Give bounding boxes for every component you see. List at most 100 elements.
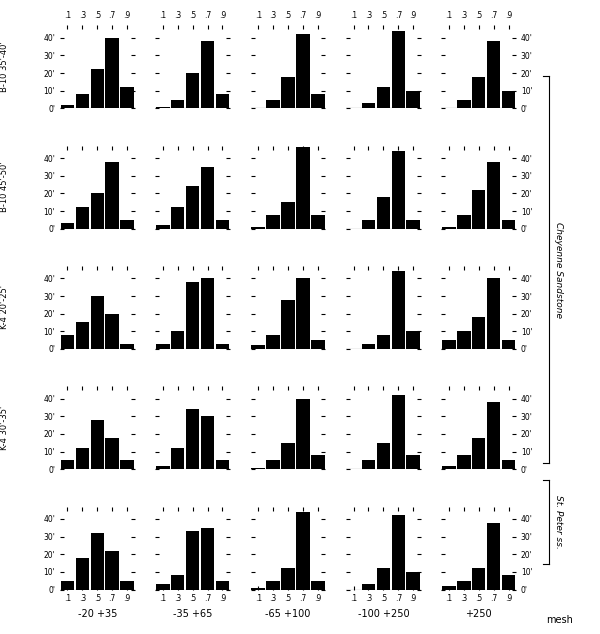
Bar [61,105,74,108]
Bar [171,207,184,229]
Y-axis label: K-4 20'-25': K-4 20'-25' [0,285,9,330]
Bar [311,581,325,590]
Bar [296,148,310,229]
Bar [121,581,134,590]
Bar [502,340,515,349]
Bar [377,335,390,349]
Bar [156,466,170,469]
Bar [392,271,405,349]
Bar [392,30,405,108]
Bar [392,395,405,469]
Bar [251,227,265,229]
Bar [201,278,214,349]
Bar [362,460,375,469]
Bar [91,296,104,349]
X-axis label: -65 +100: -65 +100 [265,609,311,619]
Bar [377,443,390,469]
Bar [121,87,134,108]
Bar [502,576,515,590]
Bar [91,193,104,229]
Bar [106,37,119,108]
Bar [311,94,325,108]
Bar [266,460,280,469]
Bar [186,282,199,349]
Bar [377,197,390,229]
Bar [76,207,89,229]
Bar [377,569,390,590]
Bar [442,340,455,349]
Text: mesh: mesh [546,615,573,625]
Bar [106,437,119,469]
Bar [296,399,310,469]
X-axis label: +250: +250 [466,609,492,619]
Bar [186,186,199,229]
Bar [61,223,74,229]
Bar [171,100,184,108]
Y-axis label: B-10 45'-50': B-10 45'-50' [0,162,9,212]
Bar [281,443,295,469]
Bar [442,586,455,590]
Text: St. Peter ss.: St. Peter ss. [554,495,563,549]
Bar [472,190,485,229]
Bar [457,581,470,590]
Bar [106,314,119,349]
Bar [156,344,170,349]
Bar [311,340,325,349]
Bar [311,214,325,229]
Bar [186,531,199,590]
Bar [91,70,104,108]
X-axis label: -20 +35: -20 +35 [77,609,117,619]
Bar [201,167,214,229]
Bar [216,581,229,590]
Bar [472,77,485,108]
X-axis label: -100 +250: -100 +250 [358,609,409,619]
Bar [472,437,485,469]
Bar [406,332,420,349]
Bar [311,455,325,469]
Bar [121,220,134,229]
Bar [362,220,375,229]
Bar [472,317,485,349]
Bar [171,448,184,469]
Bar [171,576,184,590]
Bar [106,162,119,229]
Bar [106,551,119,590]
Bar [216,94,229,108]
Bar [186,73,199,108]
Bar [61,335,74,349]
Bar [91,420,104,469]
Bar [392,151,405,229]
Bar [201,528,214,590]
Bar [201,41,214,108]
Bar [362,344,375,349]
Bar [281,569,295,590]
Bar [392,515,405,590]
Bar [406,220,420,229]
Bar [216,220,229,229]
Bar [251,588,265,590]
Bar [251,467,265,469]
Bar [457,100,470,108]
Bar [296,34,310,108]
Bar [121,460,134,469]
Bar [76,448,89,469]
Bar [406,572,420,590]
Bar [266,335,280,349]
Bar [156,225,170,229]
Y-axis label: B-10 35'-40': B-10 35'-40' [0,42,9,92]
Bar [457,214,470,229]
Bar [502,91,515,108]
Bar [487,402,500,469]
Bar [266,214,280,229]
Bar [487,278,500,349]
Bar [201,417,214,469]
Bar [251,346,265,349]
Bar [156,585,170,590]
Bar [156,107,170,108]
Bar [406,455,420,469]
Bar [121,344,134,349]
Bar [281,77,295,108]
Text: Cheyenne Sandstone: Cheyenne Sandstone [554,222,563,318]
Bar [362,103,375,108]
Bar [472,569,485,590]
